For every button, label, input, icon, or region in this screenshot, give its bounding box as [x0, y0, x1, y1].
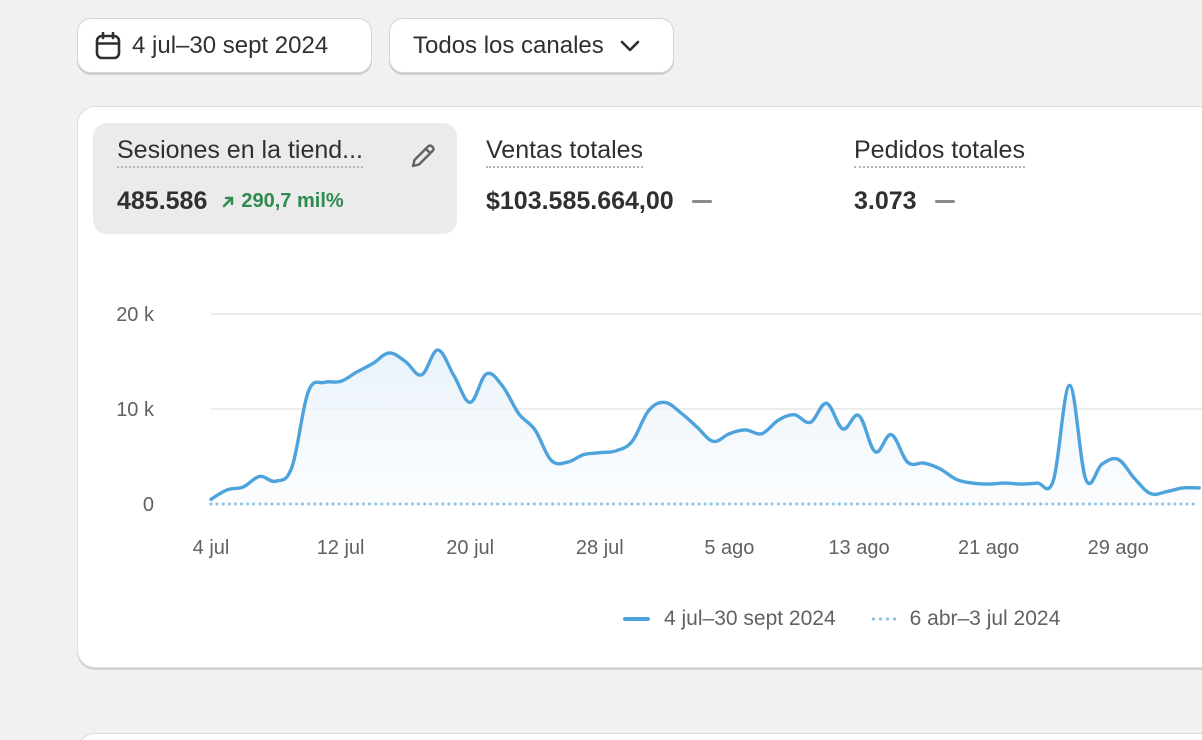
analytics-card: Sesiones en la tiend... 485.586 290,7 mi… — [77, 106, 1202, 668]
chevron-down-icon — [620, 40, 640, 52]
no-change-dash — [691, 200, 712, 203]
date-range-label: 4 jul–30 sept 2024 — [132, 31, 329, 59]
no-change-dash — [934, 200, 955, 203]
secondary-card — [77, 733, 1202, 740]
x-tick-label: 20 jul — [446, 537, 494, 559]
metric-title: Pedidos totales — [854, 136, 1025, 168]
legend-item-current[interactable]: 4 jul–30 sept 2024 — [623, 607, 836, 631]
y-tick-label: 10 k — [116, 399, 155, 421]
chart-legend: 4 jul–30 sept 2024 6 abr–3 jul 2024 — [623, 607, 1060, 631]
metric-title: Ventas totales — [486, 136, 644, 168]
channel-label: Todos los canales — [413, 31, 604, 59]
metric-tab-sessions[interactable]: Sesiones en la tiend... 485.586 290,7 mi… — [93, 123, 457, 234]
x-tick-label: 13 ago — [828, 537, 889, 559]
x-tick-label: 12 jul — [317, 537, 365, 559]
legend-label: 6 abr–3 jul 2024 — [909, 607, 1061, 630]
sessions-line-chart: 0 10 k 20 k 4 jul 12 jul 20 jul 28 jul 5 ago 13… — [116, 304, 1202, 559]
date-range-button[interactable]: 4 jul–30 sept 2024 — [77, 18, 372, 73]
metric-tab-total-sales[interactable]: Ventas totales $103.585.664,00 — [486, 123, 826, 234]
metric-tab-total-orders[interactable]: Pedidos totales 3.073 — [854, 123, 1194, 234]
calendar-icon — [95, 31, 121, 60]
x-tick-label: 28 jul — [576, 537, 624, 559]
x-tick-label: 4 jul — [193, 537, 230, 559]
legend-swatch-dotted — [869, 617, 898, 621]
legend-item-comparison[interactable]: 6 abr–3 jul 2024 — [869, 607, 1061, 631]
y-tick-label: 20 k — [116, 304, 155, 326]
metric-value-row: $103.585.664,00 — [486, 187, 712, 216]
channel-select[interactable]: Todos los canales — [389, 18, 674, 73]
y-tick-label: 0 — [143, 494, 154, 516]
pencil-icon[interactable] — [409, 142, 437, 170]
x-tick-label: 29 ago — [1088, 537, 1149, 559]
series-area — [211, 350, 1200, 504]
series-line-current — [209, 348, 1201, 501]
x-tick-label: 21 ago — [958, 537, 1019, 559]
trend-indicator: 290,7 mil% — [221, 190, 344, 213]
metric-title: Sesiones en la tiend... — [117, 136, 363, 168]
legend-label: 4 jul–30 sept 2024 — [664, 607, 836, 630]
trend-value: 290,7 mil% — [241, 190, 344, 212]
metric-value: 485.586 — [117, 187, 208, 215]
metric-value: 3.073 — [854, 187, 917, 215]
arrow-up-right-icon — [221, 195, 235, 209]
legend-swatch-solid — [623, 617, 650, 621]
x-tick-label: 5 ago — [704, 537, 754, 559]
metric-value-row: 485.586 290,7 mil% — [117, 187, 344, 216]
metric-value: $103.585.664,00 — [486, 187, 674, 215]
metric-value-row: 3.073 — [854, 187, 955, 216]
